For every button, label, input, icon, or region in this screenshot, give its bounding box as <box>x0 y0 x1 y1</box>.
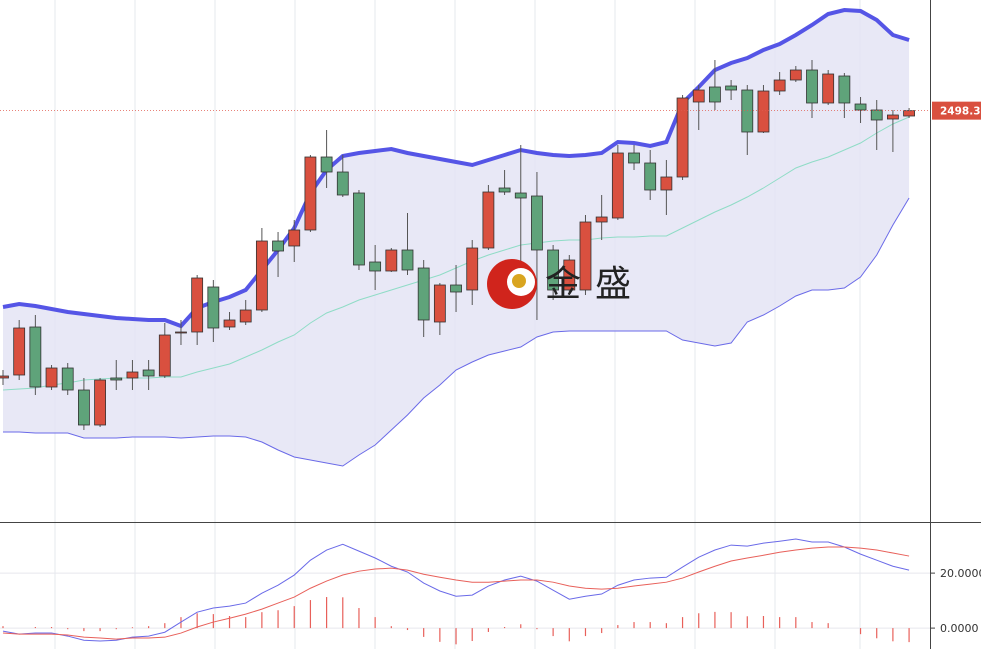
candle-body <box>676 97 689 178</box>
candle-body <box>304 156 317 231</box>
macd-line <box>2 546 910 640</box>
candle-body <box>611 152 624 219</box>
candle-body <box>579 221 592 291</box>
logo: 金盛 <box>487 259 645 309</box>
candle-body <box>45 367 58 388</box>
watermark: 金盛 <box>545 264 645 305</box>
candle-body <box>288 229 301 247</box>
candle-body <box>401 249 414 271</box>
candle-body <box>709 86 721 103</box>
y-tick-label: 0.0000 <box>940 622 979 635</box>
candle-body <box>450 284 462 293</box>
candle-body <box>903 110 915 117</box>
candle-body <box>433 284 446 323</box>
candle-body <box>822 73 835 104</box>
macd-line <box>2 538 910 642</box>
candle-body <box>628 152 640 164</box>
candle-body <box>514 192 527 199</box>
candle-body <box>789 69 802 81</box>
candle-body <box>660 176 673 191</box>
candle-body <box>757 90 770 133</box>
candle-body <box>110 377 123 381</box>
candle-body <box>223 319 236 328</box>
candle-body <box>838 75 851 104</box>
candle-body <box>547 249 560 291</box>
candle-body <box>320 156 333 173</box>
candle-body <box>466 247 479 291</box>
candle-body <box>725 85 737 91</box>
candle-body <box>175 331 187 334</box>
candle-body <box>61 367 74 391</box>
last-price-box <box>932 101 981 120</box>
candle-body <box>595 216 608 223</box>
logo-dot <box>512 274 526 288</box>
candle-body <box>191 277 204 333</box>
candle-body <box>498 187 511 193</box>
band-line <box>2 7 910 329</box>
candle-body <box>369 261 382 272</box>
candle-body <box>417 267 430 321</box>
band-fill <box>3 10 910 466</box>
candle-body <box>0 375 9 379</box>
candle-body <box>531 195 543 251</box>
candle-body <box>142 369 155 377</box>
candle-body <box>644 162 657 191</box>
candle-body <box>207 286 220 329</box>
plot-layer <box>0 7 930 645</box>
candle-body <box>854 103 867 111</box>
candle-body <box>353 192 365 266</box>
candle-body <box>29 326 42 388</box>
candle-body <box>126 371 139 379</box>
y-tick-label: 20.0000 <box>940 567 981 580</box>
candle-body <box>239 309 252 323</box>
candle-body <box>482 191 495 249</box>
candle-body <box>806 69 818 104</box>
candle-body <box>336 171 349 196</box>
candle-body <box>272 240 284 252</box>
candle-body <box>158 334 171 377</box>
candle-body <box>94 379 106 426</box>
candle-body <box>13 327 26 376</box>
band-line <box>3 197 910 467</box>
candle-body <box>870 109 883 121</box>
candle-body <box>385 249 398 272</box>
candle-body <box>563 259 576 291</box>
candle-body <box>255 240 268 311</box>
candle-body <box>692 89 705 103</box>
candle-body <box>887 114 899 120</box>
last-price-label: 2498.35 <box>940 106 981 118</box>
candle-body <box>78 389 90 426</box>
candle-body <box>773 79 786 92</box>
